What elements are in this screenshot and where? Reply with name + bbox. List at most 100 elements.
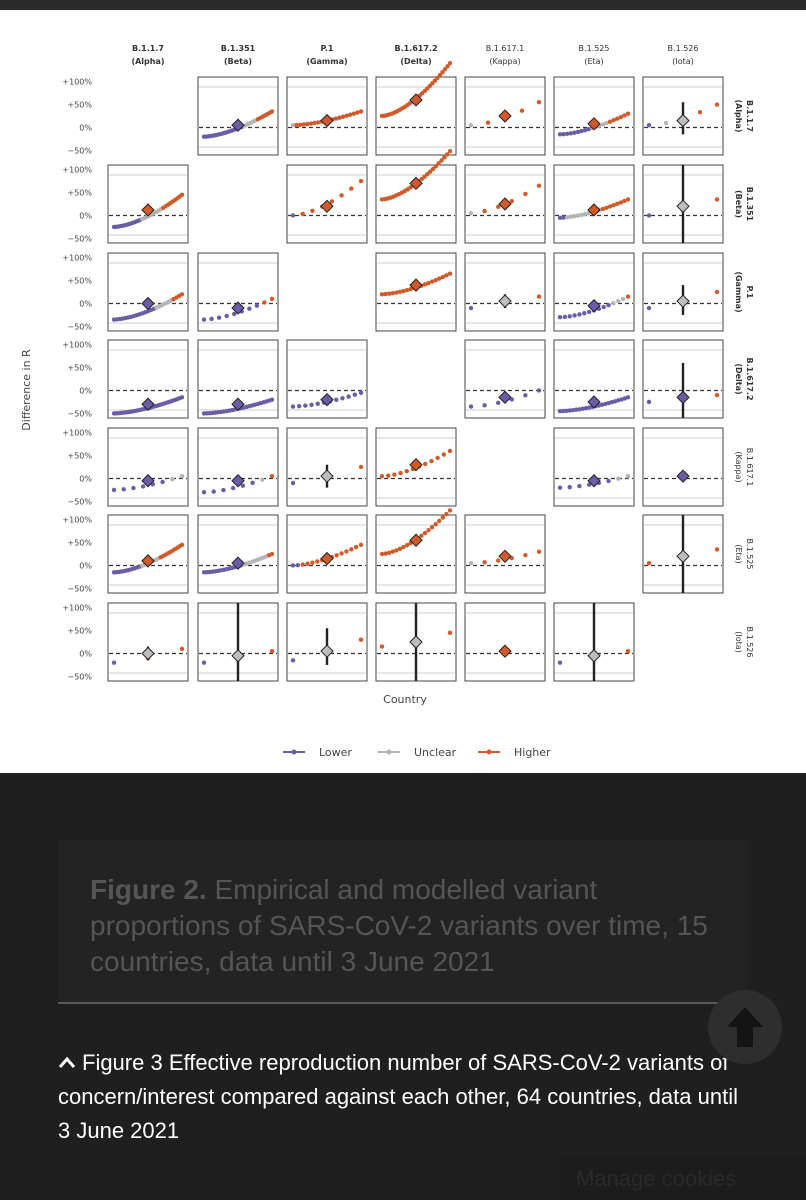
estimate-diamond xyxy=(231,474,245,488)
estimate-diamond xyxy=(141,474,155,488)
country-point xyxy=(441,452,447,457)
country-point xyxy=(358,178,364,184)
country-point xyxy=(300,211,305,217)
country-point xyxy=(312,120,317,126)
country-point xyxy=(250,480,255,486)
legend-item-lower: Lower xyxy=(283,746,352,759)
country-point xyxy=(260,477,265,482)
country-point xyxy=(349,186,354,191)
column-subheader-2: (Gamma) xyxy=(306,57,347,66)
panel-frame xyxy=(553,252,635,332)
y-tick-label: +50% xyxy=(68,101,93,110)
row-header-3: B.1.617.2 xyxy=(745,357,754,400)
country-point xyxy=(422,530,428,536)
figure-3-text: Figure 3 Effective reproduction number o… xyxy=(58,1050,738,1143)
country-point xyxy=(337,115,342,120)
y-tick-label: 0% xyxy=(79,561,92,570)
country-point xyxy=(485,120,491,125)
country-point xyxy=(714,392,720,398)
panel-4-3 xyxy=(375,427,457,507)
country-point xyxy=(140,484,146,489)
row-header-1: B.1.351 xyxy=(745,187,754,222)
country-point xyxy=(379,644,385,649)
country-point xyxy=(379,292,385,297)
estimate-diamond xyxy=(409,533,423,547)
country-point xyxy=(429,525,435,530)
country-point xyxy=(290,404,296,409)
panel-1-2 xyxy=(286,164,368,244)
figure-panel: B.1.1.7 (Alpha) B.1.351 (Beta) P.1 (Gamma) B.1… xyxy=(0,10,806,773)
country-point xyxy=(447,508,453,513)
estimate-diamond xyxy=(409,278,423,292)
country-point xyxy=(385,473,391,478)
row-header-group-2: P.1(Gamma) xyxy=(734,271,754,312)
country-point xyxy=(290,122,296,128)
figure-3-caption[interactable]: Figure 3 Effective reproduction number o… xyxy=(58,1046,748,1148)
country-point xyxy=(358,542,364,548)
country-point xyxy=(536,549,542,554)
country-point xyxy=(340,396,345,401)
estimate-diamond xyxy=(320,113,334,128)
country-point xyxy=(714,289,720,295)
y-tick-label: +100% xyxy=(62,254,92,263)
country-point xyxy=(379,473,385,479)
row-header-group-5: B.1.525(Eta) xyxy=(734,539,754,570)
country-point xyxy=(557,485,563,490)
country-point xyxy=(423,461,428,467)
country-point xyxy=(482,403,487,408)
panel-0-4 xyxy=(464,76,546,156)
panel-3-4 xyxy=(464,339,546,419)
country-point xyxy=(607,119,613,124)
manage-cookies-button[interactable]: Manage cookies xyxy=(560,1158,806,1200)
country-point xyxy=(433,164,439,169)
legend-label: Lower xyxy=(319,746,352,759)
country-point xyxy=(579,128,584,134)
panel-frame xyxy=(464,252,546,332)
country-point xyxy=(303,403,308,408)
country-point xyxy=(523,393,528,398)
y-tick-label: +100% xyxy=(62,604,92,613)
estimate-diamond xyxy=(320,551,334,566)
country-point xyxy=(580,406,585,411)
country-point xyxy=(567,484,572,490)
y-tick-label: +100% xyxy=(62,341,92,350)
country-point xyxy=(646,560,652,566)
estimate-diamond xyxy=(141,397,155,411)
country-point xyxy=(447,61,453,66)
country-point xyxy=(582,127,588,133)
estimate-diamond xyxy=(498,390,512,405)
panel-3-5 xyxy=(553,339,635,419)
country-point xyxy=(390,291,395,296)
y-tick-label: +50% xyxy=(68,539,93,548)
column-subheader-6: (Iota) xyxy=(672,57,694,66)
y-tick-label: 0% xyxy=(79,123,92,132)
country-point xyxy=(447,271,453,276)
panel-2-0 xyxy=(107,252,189,332)
y-tick-label: +50% xyxy=(68,189,93,198)
country-point xyxy=(340,114,346,119)
country-point xyxy=(315,120,321,125)
country-point xyxy=(557,315,563,320)
country-point xyxy=(572,130,577,135)
estimate-diamond xyxy=(320,469,334,483)
panel-frame xyxy=(197,514,279,594)
country-point xyxy=(160,479,165,485)
country-point xyxy=(444,273,449,278)
scroll-to-top-button[interactable] xyxy=(708,990,782,1064)
country-point xyxy=(170,476,175,482)
y-tick-label: +50% xyxy=(68,452,93,461)
country-point xyxy=(564,408,569,413)
country-point xyxy=(482,560,487,565)
y-tick-label: +100% xyxy=(62,516,92,525)
panel-frame xyxy=(642,427,724,507)
y-tick-label: +100% xyxy=(62,429,92,438)
y-tick-label: +100% xyxy=(62,78,92,87)
country-point xyxy=(305,121,310,127)
estimate-diamond xyxy=(409,457,423,472)
row-subheader-2: (Gamma) xyxy=(734,271,743,312)
country-point xyxy=(557,660,563,665)
row-subheader-4: (Kappa) xyxy=(734,451,743,482)
country-point xyxy=(468,305,474,311)
country-point xyxy=(433,521,438,527)
country-point xyxy=(397,289,403,295)
